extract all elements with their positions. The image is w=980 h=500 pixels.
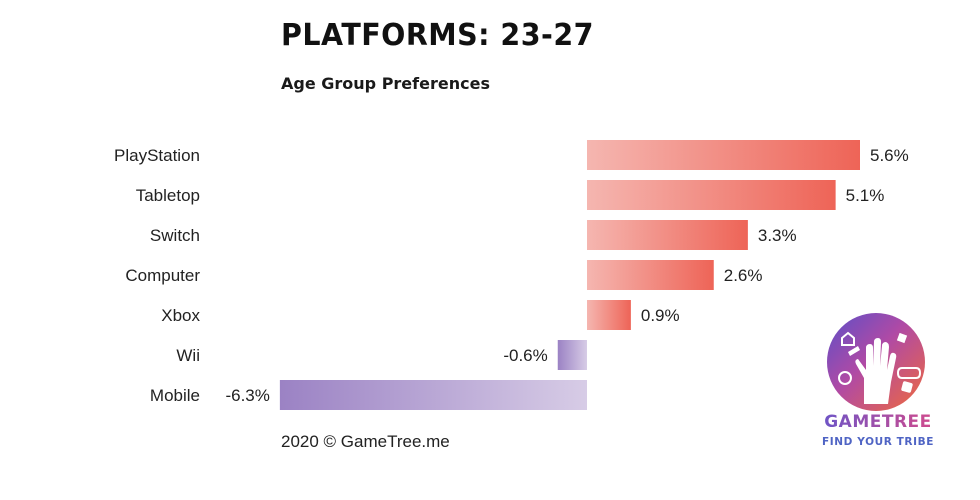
value-label: 5.1% (846, 186, 885, 205)
bar-mobile (279, 380, 587, 410)
logo-emblem-icon (827, 313, 925, 411)
bar-switch (587, 220, 748, 250)
value-label: 5.6% (870, 146, 909, 165)
value-label: -6.3% (225, 386, 269, 405)
bar-playstation (587, 140, 860, 170)
value-label: 3.3% (758, 226, 797, 245)
value-label: 2.6% (724, 266, 763, 285)
logo-brand-text: GAMETREE (818, 412, 938, 432)
category-label: Tabletop (136, 186, 200, 205)
bar-wii (557, 340, 587, 370)
category-label: PlayStation (114, 146, 200, 165)
chart-title: PLATFORMS: 23-27 (281, 18, 594, 53)
footer-copyright: 2020 © GameTree.me (281, 432, 450, 451)
category-label: Mobile (150, 386, 200, 405)
bars-layer: PlayStation 5.6% Tabletop 5.1% Switch 3.3% Com… (114, 140, 909, 410)
chart-subtitle: Age Group Preferences (281, 74, 490, 93)
value-label: 0.9% (641, 306, 680, 325)
bar-computer (587, 260, 714, 290)
logo-tagline-text: FIND YOUR TRIBE (822, 436, 934, 448)
bar-tabletop (587, 180, 836, 210)
bar-xbox (587, 300, 631, 330)
value-label: -0.6% (503, 346, 547, 365)
category-label: Computer (125, 266, 200, 285)
category-label: Wii (176, 346, 200, 365)
gametree-logo: GAMETREE FIND YOUR TRIBE (818, 312, 938, 454)
category-label: Switch (150, 226, 200, 245)
category-label: Xbox (161, 306, 200, 325)
